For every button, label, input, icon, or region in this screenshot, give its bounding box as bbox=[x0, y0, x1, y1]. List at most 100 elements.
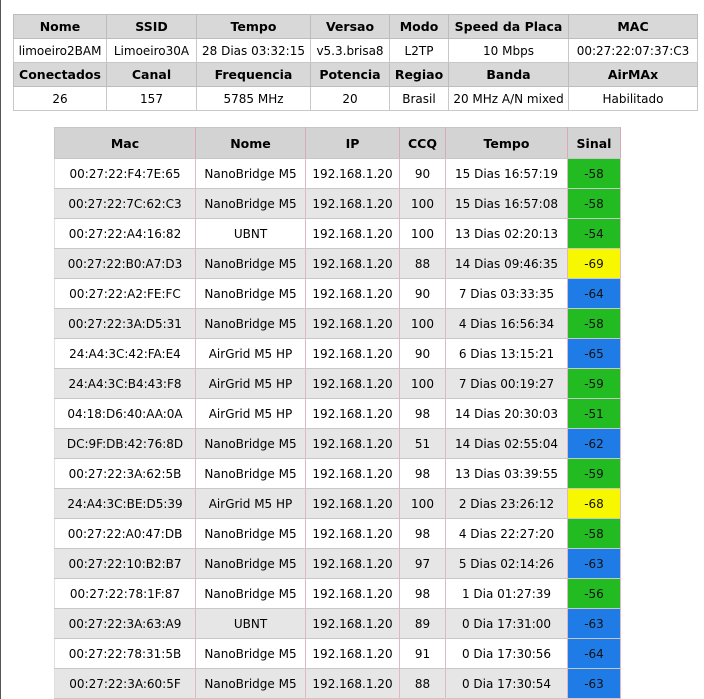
table-row: 00:27:22:3A:63:A9 UBNT 192.168.1.20 89 0 Dia… bbox=[54, 608, 621, 639]
cell-ip: 192.168.1.20 bbox=[305, 578, 400, 609]
value-modo: L2TP bbox=[389, 38, 449, 63]
cell-ip: 192.168.1.20 bbox=[305, 248, 400, 279]
table-row: 00:27:22:3A:62:5B NanoBridge M5 192.168.1.… bbox=[54, 458, 621, 489]
cell-mac: 24:A4:3C:B4:43:F8 bbox=[54, 368, 196, 399]
cell-tempo: 1 Dia 01:27:39 bbox=[445, 578, 568, 609]
table-row: 00:27:22:3A:60:5F NanoBridge M5 192.168.1.… bbox=[54, 668, 621, 699]
value-nome: limoeiro2BAM bbox=[13, 38, 107, 63]
cell-sinal: -56 bbox=[567, 578, 621, 609]
cell-ip: 192.168.1.20 bbox=[305, 398, 400, 429]
cell-tempo: 0 Dia 17:30:56 bbox=[445, 638, 568, 669]
cell-mac: 00:27:22:7C:62:C3 bbox=[54, 188, 196, 219]
cell-ccq: 89 bbox=[399, 608, 446, 639]
cell-sinal: -59 bbox=[567, 368, 621, 399]
cell-tempo: 14 Dias 09:46:35 bbox=[445, 248, 568, 279]
column-mac: Mac bbox=[54, 127, 196, 159]
table-row: 24:A4:3C:B4:43:F8 AirGrid M5 HP 192.168.1.… bbox=[54, 368, 621, 399]
cell-sinal: -58 bbox=[567, 308, 621, 339]
info-value-row-2: 26 157 5785 MHz 20 Brasil 20 MHz A/N mix… bbox=[13, 86, 698, 111]
table-row: 00:27:22:B0:A7:D3 NanoBridge M5 192.168.1.… bbox=[54, 248, 621, 279]
value-banda: 20 MHz A/N mixed bbox=[448, 86, 569, 111]
cell-sinal: -64 bbox=[567, 638, 621, 669]
cell-mac: 00:27:22:B0:A7:D3 bbox=[54, 248, 196, 279]
value-regiao: Brasil bbox=[389, 86, 449, 111]
cell-mac: 00:27:22:78:1F:87 bbox=[54, 578, 196, 609]
cell-ip: 192.168.1.20 bbox=[305, 428, 400, 459]
cell-nome: NanoBridge M5 bbox=[195, 308, 306, 339]
cell-mac: 00:27:22:10:B2:B7 bbox=[54, 548, 196, 579]
cell-ccq: 100 bbox=[399, 218, 446, 249]
cell-ccq: 98 bbox=[399, 518, 446, 549]
cell-mac: 00:27:22:3A:63:A9 bbox=[54, 608, 196, 639]
value-mac: 00:27:22:07:37:C3 bbox=[568, 38, 698, 63]
cell-nome: AirGrid M5 HP bbox=[195, 368, 306, 399]
cell-sinal: -58 bbox=[567, 518, 621, 549]
station-rows: 00:27:22:F4:7E:65 NanoBridge M5 192.168.1.… bbox=[54, 158, 621, 699]
value-potencia: 20 bbox=[310, 86, 390, 111]
cell-ccq: 100 bbox=[399, 308, 446, 339]
cell-ccq: 51 bbox=[399, 428, 446, 459]
cell-tempo: 4 Dias 22:27:20 bbox=[445, 518, 568, 549]
station-header-row: Mac Nome IP CCQ Tempo Sinal bbox=[54, 127, 621, 159]
table-row: 24:A4:3C:BE:D5:39 AirGrid M5 HP 192.168.1.… bbox=[54, 488, 621, 519]
table-row: 00:27:22:7C:62:C3 NanoBridge M5 192.168.1.… bbox=[54, 188, 621, 219]
value-tempo: 28 Dias 03:32:15 bbox=[196, 38, 311, 63]
cell-ip: 192.168.1.20 bbox=[305, 548, 400, 579]
cell-mac: 04:18:D6:40:AA:0A bbox=[54, 398, 196, 429]
info-value-row-1: limoeiro2BAM Limoeiro30A 28 Dias 03:32:1… bbox=[13, 38, 698, 63]
table-row: 00:27:22:F4:7E:65 NanoBridge M5 192.168.1.… bbox=[54, 158, 621, 189]
cell-nome: AirGrid M5 HP bbox=[195, 488, 306, 519]
table-row: DC:9F:DB:42:76:8D NanoBridge M5 192.168.1.… bbox=[54, 428, 621, 459]
cell-nome: NanoBridge M5 bbox=[195, 158, 306, 189]
cell-tempo: 6 Dias 13:15:21 bbox=[445, 338, 568, 369]
header-nome: Nome bbox=[13, 14, 107, 39]
cell-nome: NanoBridge M5 bbox=[195, 428, 306, 459]
cell-ip: 192.168.1.20 bbox=[305, 638, 400, 669]
cell-tempo: 15 Dias 16:57:08 bbox=[445, 188, 568, 219]
cell-tempo: 0 Dia 17:31:00 bbox=[445, 608, 568, 639]
station-list-table: Mac Nome IP CCQ Tempo Sinal 00:27:22:F4:… bbox=[54, 127, 621, 699]
cell-ip: 192.168.1.20 bbox=[305, 458, 400, 489]
cell-nome: UBNT bbox=[195, 218, 306, 249]
cell-ccq: 100 bbox=[399, 368, 446, 399]
cell-sinal: -68 bbox=[567, 488, 621, 519]
cell-mac: 00:27:22:F4:7E:65 bbox=[54, 158, 196, 189]
cell-mac: 00:27:22:3A:60:5F bbox=[54, 668, 196, 699]
cell-tempo: 2 Dias 23:26:12 bbox=[445, 488, 568, 519]
header-speed: Speed da Placa bbox=[448, 14, 569, 39]
cell-tempo: 0 Dia 17:30:54 bbox=[445, 668, 568, 699]
cell-ip: 192.168.1.20 bbox=[305, 158, 400, 189]
cell-nome: NanoBridge M5 bbox=[195, 188, 306, 219]
table-row: 00:27:22:78:31:5B NanoBridge M5 192.168.1.… bbox=[54, 638, 621, 669]
cell-ccq: 100 bbox=[399, 488, 446, 519]
header-frequencia: Frequencia bbox=[196, 62, 311, 87]
cell-sinal: -63 bbox=[567, 548, 621, 579]
cell-ccq: 98 bbox=[399, 458, 446, 489]
cell-sinal: -63 bbox=[567, 608, 621, 639]
cell-mac: 00:27:22:3A:D5:31 bbox=[54, 308, 196, 339]
header-modo: Modo bbox=[389, 14, 449, 39]
header-potencia: Potencia bbox=[310, 62, 390, 87]
value-ssid: Limoeiro30A bbox=[106, 38, 197, 63]
cell-nome: NanoBridge M5 bbox=[195, 248, 306, 279]
cell-tempo: 13 Dias 03:39:55 bbox=[445, 458, 568, 489]
cell-tempo: 14 Dias 02:55:04 bbox=[445, 428, 568, 459]
cell-tempo: 4 Dias 16:56:34 bbox=[445, 308, 568, 339]
cell-ccq: 98 bbox=[399, 398, 446, 429]
table-row: 24:A4:3C:42:FA:E4 AirGrid M5 HP 192.168.1.… bbox=[54, 338, 621, 369]
cell-ccq: 100 bbox=[399, 188, 446, 219]
header-airmax: AirMAx bbox=[568, 62, 698, 87]
cell-sinal: -69 bbox=[567, 248, 621, 279]
cell-nome: NanoBridge M5 bbox=[195, 548, 306, 579]
cell-mac: 00:27:22:A2:FE:FC bbox=[54, 278, 196, 309]
header-tempo: Tempo bbox=[196, 14, 311, 39]
cell-tempo: 7 Dias 00:19:27 bbox=[445, 368, 568, 399]
cell-sinal: -64 bbox=[567, 278, 621, 309]
table-row: 00:27:22:A2:FE:FC NanoBridge M5 192.168.1.… bbox=[54, 278, 621, 309]
column-sinal: Sinal bbox=[567, 127, 621, 159]
cell-ip: 192.168.1.20 bbox=[305, 608, 400, 639]
cell-nome: UBNT bbox=[195, 608, 306, 639]
cell-ccq: 90 bbox=[399, 158, 446, 189]
cell-ip: 192.168.1.20 bbox=[305, 278, 400, 309]
header-ssid: SSID bbox=[106, 14, 197, 39]
